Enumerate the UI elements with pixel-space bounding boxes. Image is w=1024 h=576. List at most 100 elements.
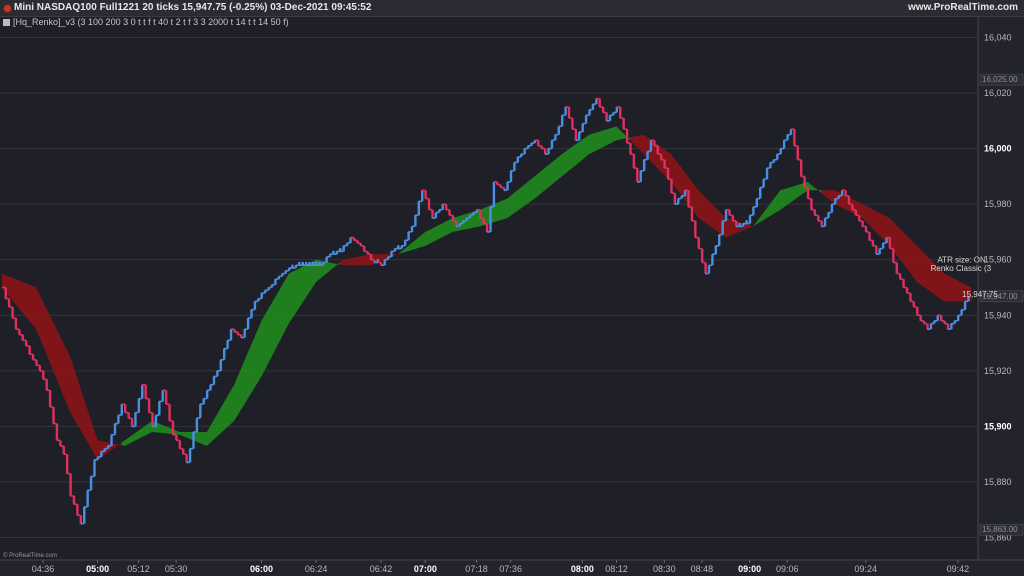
renko-up-brick bbox=[390, 251, 393, 257]
renko-down-brick bbox=[653, 140, 656, 146]
renko-up-brick bbox=[417, 201, 421, 216]
renko-up-brick bbox=[243, 329, 246, 338]
renko-down-brick bbox=[21, 334, 24, 341]
renko-up-brick bbox=[253, 301, 257, 310]
renko-up-brick bbox=[376, 259, 380, 263]
renko-up-brick bbox=[141, 384, 144, 399]
renko-down-brick bbox=[31, 354, 35, 360]
y-axis-panel[interactable] bbox=[978, 16, 1024, 560]
renko-up-brick bbox=[308, 261, 311, 266]
indicator-legend[interactable]: [Hq_Renko]_v3 (3 100 200 3 0 t t f t 40 … bbox=[3, 17, 289, 27]
renko-down-brick bbox=[799, 159, 803, 177]
renko-up-brick bbox=[509, 170, 513, 182]
y-tick-label: 16,000 bbox=[984, 144, 1012, 154]
x-tick-label: 09:42 bbox=[947, 564, 970, 574]
x-axis-panel[interactable] bbox=[0, 560, 1024, 576]
renko-up-brick bbox=[134, 412, 137, 427]
x-tick-label: 05:12 bbox=[127, 564, 150, 574]
renko-down-brick bbox=[731, 215, 735, 221]
x-tick-label: 08:12 bbox=[605, 564, 628, 574]
renko-up-brick bbox=[834, 198, 837, 205]
x-tick-label: 08:30 bbox=[653, 564, 676, 574]
renko-up-brick bbox=[250, 309, 253, 319]
last-price-label: 15,947.75 bbox=[962, 290, 998, 299]
indicator-annotation: ATR size: ON bbox=[937, 255, 986, 264]
renko-down-brick bbox=[7, 298, 11, 307]
renko-down-brick bbox=[455, 220, 458, 227]
renko-down-brick bbox=[571, 118, 574, 130]
renko-down-brick bbox=[632, 154, 636, 169]
renko-up-brick bbox=[772, 159, 776, 163]
renko-up-brick bbox=[564, 106, 567, 116]
renko-down-brick bbox=[362, 245, 366, 252]
y-tick-label: 15,940 bbox=[984, 310, 1012, 320]
renko-up-brick bbox=[110, 434, 113, 446]
renko-up-brick bbox=[277, 276, 281, 280]
x-tick-label: 06:42 bbox=[370, 564, 393, 574]
indicator-label: [Hq_Renko]_v3 (3 100 200 3 0 t t f t 40 … bbox=[13, 17, 289, 27]
renko-down-brick bbox=[888, 237, 892, 249]
x-tick-label: 09:24 bbox=[854, 564, 877, 574]
renko-down-brick bbox=[79, 515, 83, 524]
bear-cloud bbox=[2, 273, 122, 460]
renko-down-brick bbox=[810, 198, 813, 210]
renko-up-brick bbox=[315, 261, 318, 266]
renko-down-brick bbox=[127, 412, 130, 419]
renko-down-brick bbox=[451, 215, 455, 221]
renko-up-brick bbox=[397, 245, 400, 249]
renko-up-brick bbox=[287, 268, 291, 271]
renko-up-brick bbox=[823, 218, 827, 227]
renko-up-brick bbox=[584, 115, 588, 124]
y-tick-label: 15,980 bbox=[984, 199, 1012, 209]
renko-down-brick bbox=[427, 198, 431, 210]
renko-up-brick bbox=[711, 254, 714, 266]
renko-down-brick bbox=[813, 209, 817, 216]
renko-up-brick bbox=[789, 129, 793, 135]
renko-down-brick bbox=[144, 384, 147, 399]
renko-down-brick bbox=[4, 287, 7, 299]
renko-up-brick bbox=[154, 415, 158, 427]
renko-up-brick bbox=[786, 134, 789, 141]
bull-cloud bbox=[121, 259, 340, 446]
renko-up-brick bbox=[642, 159, 646, 171]
renko-down-brick bbox=[448, 209, 451, 216]
renko-down-brick bbox=[496, 181, 499, 185]
renko-up-brick bbox=[441, 204, 444, 210]
renko-down-brick bbox=[656, 145, 659, 155]
renko-down-brick bbox=[902, 279, 905, 288]
renko-up-brick bbox=[434, 212, 438, 219]
indicator-checkbox-icon[interactable] bbox=[3, 19, 10, 26]
renko-up-brick bbox=[103, 448, 106, 452]
renko-up-brick bbox=[779, 148, 782, 155]
renko-up-brick bbox=[752, 206, 755, 216]
renko-down-brick bbox=[18, 329, 21, 335]
renko-up-brick bbox=[561, 115, 564, 127]
renko-down-brick bbox=[65, 454, 69, 474]
renko-down-brick bbox=[431, 209, 434, 219]
renko-up-brick bbox=[827, 212, 830, 219]
renko-down-brick bbox=[182, 448, 185, 455]
renko-up-brick bbox=[342, 245, 345, 252]
renko-up-brick bbox=[769, 162, 772, 169]
renko-up-brick bbox=[461, 220, 465, 224]
renko-up-brick bbox=[407, 231, 410, 241]
renko-up-brick bbox=[677, 198, 680, 205]
renko-down-brick bbox=[803, 176, 806, 188]
renko-up-brick bbox=[113, 423, 117, 435]
renko-up-brick bbox=[957, 315, 960, 321]
renko-up-brick bbox=[403, 240, 407, 246]
renko-down-brick bbox=[898, 273, 902, 280]
renko-down-brick bbox=[629, 143, 632, 155]
renko-up-brick bbox=[410, 226, 414, 232]
y-axis: 16,040 16,020 16,000 15,980 15,960 15,940 15,9… bbox=[979, 32, 1024, 543]
renko-up-brick bbox=[748, 215, 752, 224]
renko-up-brick bbox=[840, 190, 844, 196]
x-tick-label: 07:36 bbox=[499, 564, 522, 574]
renko-up-brick bbox=[400, 245, 403, 249]
renko-up-brick bbox=[468, 215, 472, 219]
renko-up-brick bbox=[96, 456, 100, 460]
renko-up-brick bbox=[960, 309, 963, 316]
renko-down-brick bbox=[482, 218, 485, 224]
renko-down-brick bbox=[502, 187, 506, 191]
